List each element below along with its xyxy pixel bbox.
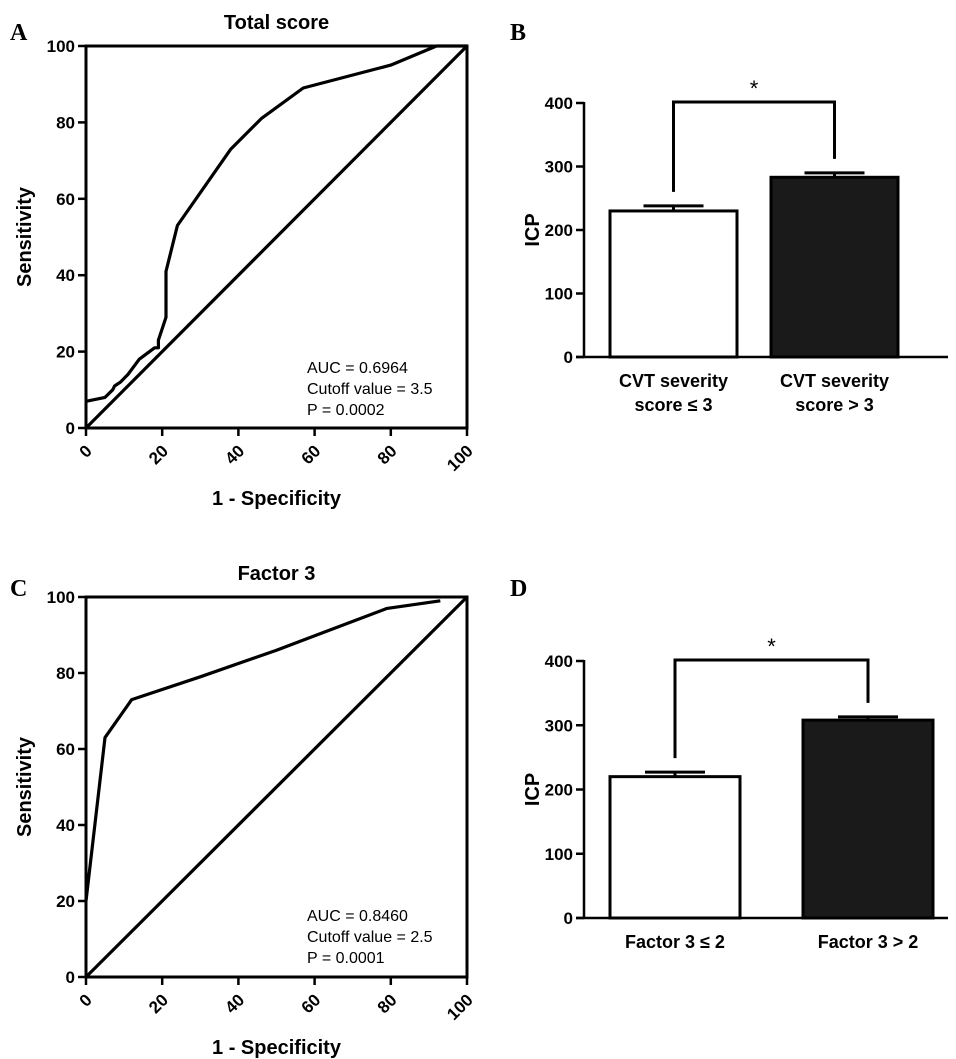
category-label: CVT severity <box>619 371 728 391</box>
category-label: CVT severity <box>780 371 889 391</box>
y-tick-label: 40 <box>56 816 75 835</box>
stats-annotation: P = 0.0002 <box>307 402 385 419</box>
x-axis-label: 1 - Specificity <box>212 1037 342 1059</box>
y-tick-label: 60 <box>56 740 75 759</box>
stats-annotation: Cutoff value = 2.5 <box>307 929 433 946</box>
plot-frame <box>84 44 469 430</box>
y-tick-label: 100 <box>47 588 75 607</box>
bar <box>608 775 742 920</box>
y-tick-label: 200 <box>545 221 573 240</box>
y-tick-label: 400 <box>545 94 573 113</box>
roc-curve <box>84 599 441 902</box>
y-tick-label: 0 <box>66 419 75 438</box>
y-tick-label: 0 <box>66 968 75 987</box>
x-tick-label: 20 <box>145 990 172 1017</box>
y-tick-label: 100 <box>545 285 573 304</box>
bar <box>608 209 739 359</box>
chart-title: Factor 3 <box>238 563 316 585</box>
category-label: Factor 3 ≤ 2 <box>625 932 725 952</box>
x-tick-label: 40 <box>221 441 248 468</box>
y-axis-label: Sensitivity <box>14 186 36 287</box>
category-label: score ≤ 3 <box>635 395 713 415</box>
reference-diagonal-line <box>84 595 469 979</box>
y-tick-label: 80 <box>56 664 75 683</box>
y-tick-label: 0 <box>564 909 573 928</box>
y-tick-label: 200 <box>545 781 573 800</box>
y-tick-label: 300 <box>545 716 573 735</box>
x-tick-label: 60 <box>298 441 325 468</box>
chart-title: Total score <box>224 12 329 34</box>
y-tick-label: 80 <box>56 113 75 132</box>
y-axis-label: ICP <box>522 213 544 246</box>
x-tick-label: 100 <box>443 441 476 474</box>
y-axis-label: ICP <box>522 773 544 806</box>
y-tick-label: 0 <box>564 348 573 367</box>
icp-bar-chart-cvt-severity: 0 100 200 300 400 ICP CVT severity score ≤ 3 CVT… <box>522 76 948 415</box>
x-tick-label: 100 <box>443 990 476 1023</box>
icp-bar-chart-factor-3: 0 100 200 300 400 ICP Factor 3 ≤ 2 Factor 3 > 2… <box>522 634 948 952</box>
significance-star: * <box>750 76 759 101</box>
significance-bracket <box>673 658 870 759</box>
x-tick-label: 20 <box>145 441 172 468</box>
stats-annotation: AUC = 0.8460 <box>307 908 408 925</box>
x-axis-label: 1 - Specificity <box>212 488 342 510</box>
x-tick-label: 80 <box>374 990 401 1017</box>
stats-annotation: AUC = 0.6964 <box>307 360 408 377</box>
roc-chart-total-score: Total score 0 20 40 60 80 100 0 20 40 60 80 100 1 - S… <box>14 12 477 510</box>
x-tick-label: 40 <box>221 990 248 1017</box>
y-tick-label: 100 <box>47 37 75 56</box>
y-tick-label: 300 <box>545 158 573 177</box>
x-tick-label: 0 <box>76 441 96 461</box>
bar <box>769 175 900 359</box>
x-tick-label: 80 <box>374 441 401 468</box>
plot-frame <box>84 595 469 979</box>
roc-curve <box>85 44 467 403</box>
category-label: Factor 3 > 2 <box>818 932 919 952</box>
y-tick-label: 20 <box>56 343 75 362</box>
stats-annotation: Cutoff value = 3.5 <box>307 381 433 398</box>
x-tick-label: 60 <box>298 990 325 1017</box>
category-label: score > 3 <box>795 395 874 415</box>
bar <box>801 718 935 920</box>
panel-label-b: B <box>510 20 526 46</box>
significance-star: * <box>767 634 776 659</box>
panel-label-a: A <box>10 20 28 46</box>
reference-diagonal-line <box>84 44 469 430</box>
y-tick-label: 400 <box>545 652 573 671</box>
y-tick-label: 20 <box>56 892 75 911</box>
panel-label-c: C <box>10 576 27 602</box>
significance-bracket <box>672 100 836 192</box>
y-tick-label: 60 <box>56 190 75 209</box>
y-tick-label: 40 <box>56 266 75 285</box>
roc-chart-factor-3: Factor 3 0 20 40 60 80 100 0 20 40 60 80 100 1 - Spec… <box>14 563 477 1059</box>
x-tick-label: 0 <box>76 990 96 1010</box>
stats-annotation: P = 0.0001 <box>307 950 385 967</box>
y-axis-label: Sensitivity <box>14 736 36 837</box>
y-tick-label: 100 <box>545 845 573 864</box>
panel-label-d: D <box>510 576 527 602</box>
